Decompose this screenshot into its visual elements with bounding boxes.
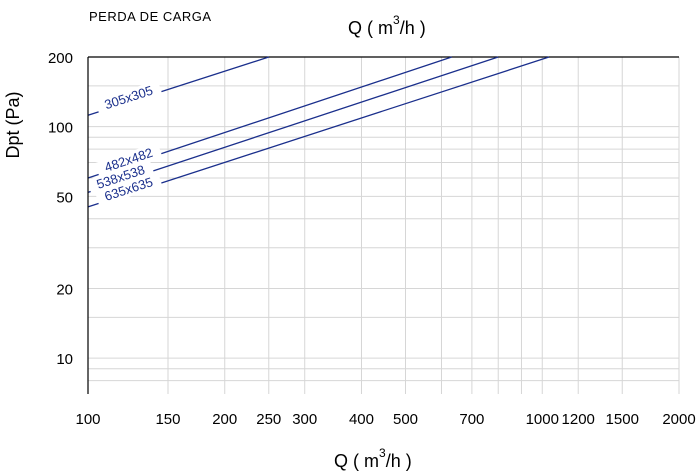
y-tick-label: 50 bbox=[56, 189, 73, 206]
chart-title: PERDA DE CARGA bbox=[89, 9, 212, 24]
x-tick-label: 300 bbox=[292, 411, 317, 428]
y-tick-label: 100 bbox=[48, 120, 73, 137]
series-line-538x538 bbox=[87, 56, 499, 194]
series-label-backing bbox=[94, 171, 163, 207]
x-tick-label: 100 bbox=[75, 411, 100, 428]
tick-labels: 100 150 200 250 300 400 500 700 1000 1200 1500 2000… bbox=[48, 50, 696, 428]
series-label: 305x305 bbox=[103, 83, 155, 113]
x-axis-label-top: Q ( m3/h ) bbox=[348, 13, 426, 38]
x-axis-label: Q ( m3/h ) bbox=[334, 446, 412, 471]
x-tick-label: 1200 bbox=[562, 411, 595, 428]
x-tick-label: 700 bbox=[459, 411, 484, 428]
x-tick-label: 500 bbox=[393, 411, 418, 428]
x-tick-label: 1000 bbox=[526, 411, 559, 428]
x-tick-label: 2000 bbox=[662, 411, 695, 428]
y-tick-label: 20 bbox=[56, 281, 73, 298]
y-tick-label: 200 bbox=[48, 50, 73, 67]
x-tick-label: 150 bbox=[155, 411, 180, 428]
y-axis-label: Dpt (Pa) bbox=[3, 91, 23, 158]
x-tick-label: 250 bbox=[256, 411, 281, 428]
series-line-635x635 bbox=[87, 56, 550, 208]
x-tick-label: 200 bbox=[212, 411, 237, 428]
x-tick-label: 400 bbox=[349, 411, 374, 428]
y-tick-label: 10 bbox=[56, 351, 73, 368]
series-label-backing bbox=[86, 159, 155, 195]
x-tick-label: 1500 bbox=[606, 411, 639, 428]
series-label-backing bbox=[94, 80, 163, 115]
grid bbox=[87, 56, 680, 394]
series-label-backing bbox=[94, 142, 163, 178]
